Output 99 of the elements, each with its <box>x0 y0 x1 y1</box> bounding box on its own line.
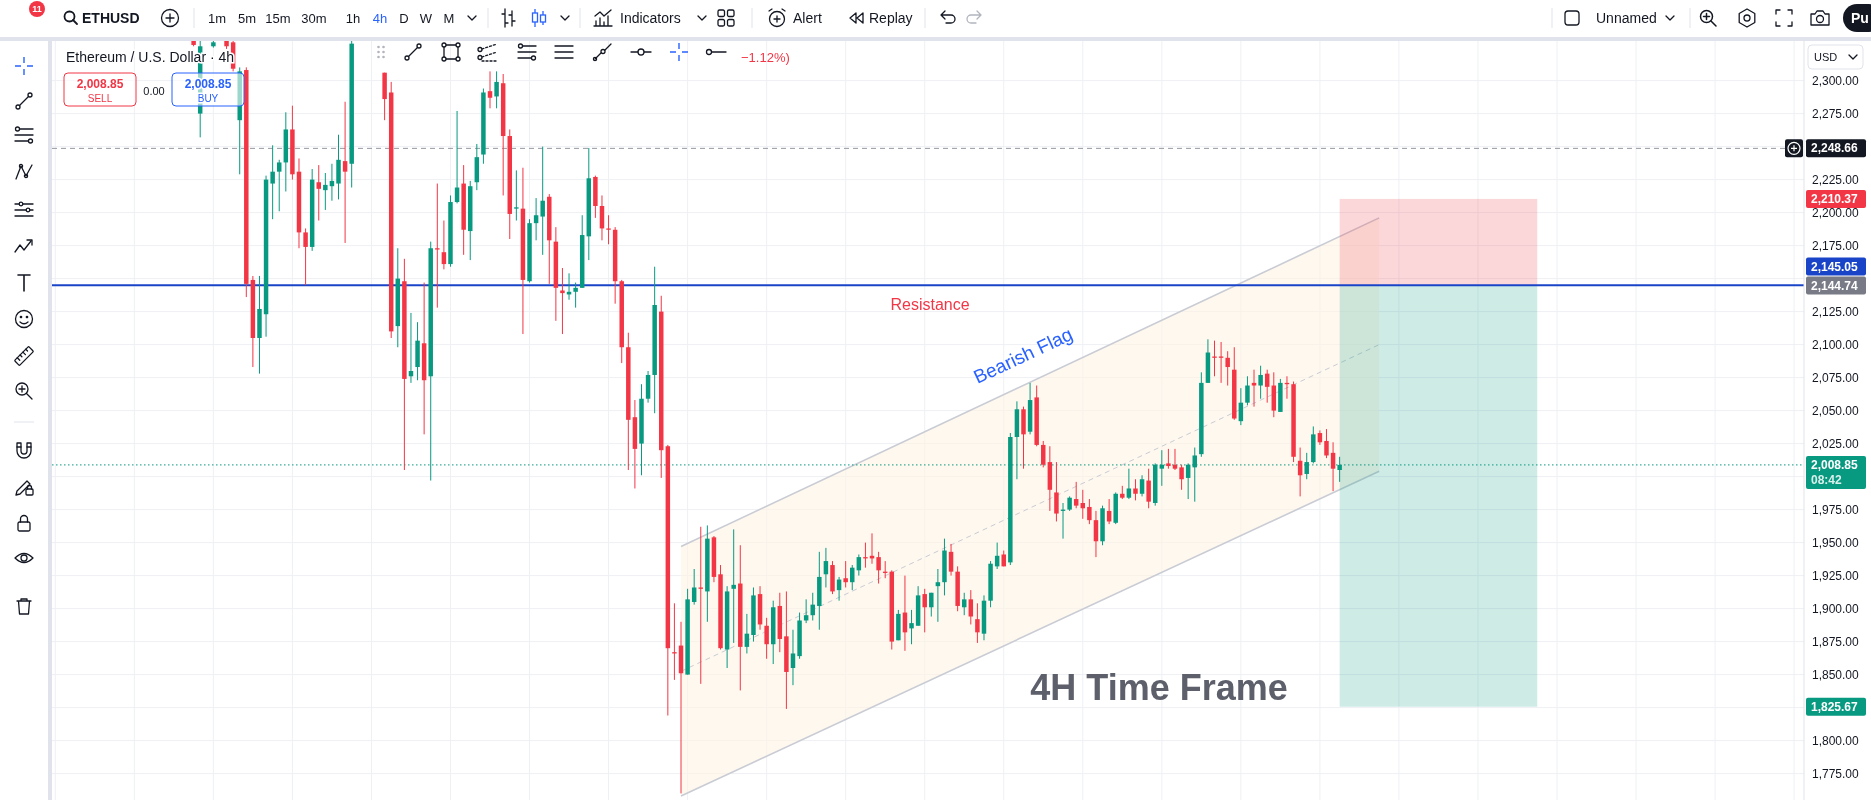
y-tick-label: 1,950.00 <box>1812 535 1860 550</box>
candlestick <box>1126 468 1132 500</box>
candlestick <box>573 282 578 309</box>
candlestick <box>922 588 927 633</box>
candlestick <box>1179 464 1184 491</box>
candlestick <box>342 101 348 244</box>
candlestick <box>1146 468 1151 509</box>
text: USD <box>1814 51 1838 63</box>
text: D <box>399 10 409 26</box>
annotation: 2,008.85 <box>76 77 124 91</box>
candlestick <box>810 592 815 621</box>
candlestick <box>540 146 545 256</box>
y-tick-label: 1,875.00 <box>1812 634 1860 649</box>
candlestick <box>1245 375 1250 406</box>
text: 1m <box>207 10 227 26</box>
text: 4h <box>372 10 388 26</box>
candlestick <box>1041 440 1046 468</box>
text: 15m <box>265 10 291 26</box>
text: Unnamed <box>1596 10 1657 26</box>
candlestick <box>1139 474 1145 497</box>
y-tick-label: 1,775.00 <box>1812 766 1860 781</box>
candlestick <box>1212 340 1217 377</box>
text: 5m <box>237 10 257 26</box>
y-tick-label: 1,800.00 <box>1812 733 1860 748</box>
text: M <box>443 10 455 26</box>
candlestick <box>843 560 848 588</box>
y-tick-label: 1,900.00 <box>1812 601 1860 616</box>
candlestick <box>731 528 736 644</box>
text: W <box>419 10 433 26</box>
y-tick-label: 2,008.85 <box>1811 457 1859 472</box>
y-tick-label: 2,275.00 <box>1812 106 1860 121</box>
y-tick-label: 2,075.00 <box>1812 370 1860 385</box>
text: Alert <box>793 10 822 26</box>
candlestick <box>1218 341 1224 384</box>
text: Pu <box>1851 10 1869 26</box>
y-tick-label: 2,200.00 <box>1812 205 1860 220</box>
y-tick-label: 2,100.00 <box>1812 337 1860 352</box>
candlestick <box>560 267 565 335</box>
y-tick-label: 1,925.00 <box>1812 568 1860 583</box>
candlestick <box>1251 369 1257 408</box>
ref-line-label: 2,145.05 <box>1811 259 1859 274</box>
candlestick <box>1258 365 1263 400</box>
candlestick <box>691 568 697 606</box>
annotation: 2,008.85 <box>184 77 232 91</box>
annotation: −1.12%) <box>741 49 790 65</box>
text: 30m <box>301 10 327 26</box>
candlestick <box>645 370 651 404</box>
candlestick <box>435 183 440 309</box>
candlestick <box>487 70 493 109</box>
candlestick <box>441 220 447 270</box>
y-tick-label: 2,125.00 <box>1812 304 1860 319</box>
candlestick <box>790 629 796 686</box>
candlestick <box>764 617 769 660</box>
annotation: BUY <box>197 92 219 104</box>
y-tick-label: 2,300.00 <box>1812 73 1860 88</box>
candlestick <box>270 144 275 220</box>
y-tick-label: 2,225.00 <box>1812 172 1860 187</box>
candlestick <box>1087 498 1092 525</box>
candlestick <box>975 602 980 644</box>
y-tick-label: 2,025.00 <box>1812 436 1860 451</box>
candlestick <box>1330 441 1336 492</box>
candlestick <box>606 214 611 245</box>
candlestick <box>968 589 974 625</box>
y-tick-label: 2,050.00 <box>1812 403 1860 418</box>
candlestick <box>948 543 954 577</box>
candlestick <box>909 609 914 645</box>
candlestick <box>961 592 967 616</box>
candlestick <box>336 134 341 200</box>
y-tick-label: 2,175.00 <box>1812 238 1860 253</box>
candlestick <box>698 526 704 685</box>
text: 08:42 <box>1811 472 1843 487</box>
y-tick-label: 2,144.74 <box>1811 278 1859 293</box>
candlestick <box>876 551 881 585</box>
annotation: Resistance <box>890 295 970 313</box>
text: Indicators <box>620 10 681 26</box>
text: ETHUSD <box>82 10 140 26</box>
y-tick-label: 1,975.00 <box>1812 502 1860 517</box>
y-tick-label: 1,825.67 <box>1811 699 1859 714</box>
candlestick <box>323 172 328 211</box>
candlestick <box>1133 478 1138 501</box>
candlestick <box>1166 448 1171 470</box>
candlestick <box>1324 428 1329 459</box>
candlestick <box>533 197 539 241</box>
text: Replay <box>869 10 913 26</box>
candlestick <box>1225 350 1230 387</box>
candlestick <box>303 227 308 286</box>
text: 1h <box>345 10 361 26</box>
annotation: 4H Time Frame <box>1030 666 1288 708</box>
y-tick-label: 1,850.00 <box>1812 667 1860 682</box>
candlestick <box>316 164 321 222</box>
candlestick <box>1054 461 1059 522</box>
candlestick <box>494 70 499 109</box>
y-tick-label: 2,210.37 <box>1811 191 1859 206</box>
candlestick <box>276 159 282 212</box>
candlestick <box>1073 481 1079 509</box>
y-tick-label: 2,248.66 <box>1811 141 1859 156</box>
annotation: SELL <box>87 92 113 104</box>
candlestick <box>514 169 519 222</box>
annotation: 0.00 <box>143 85 165 97</box>
